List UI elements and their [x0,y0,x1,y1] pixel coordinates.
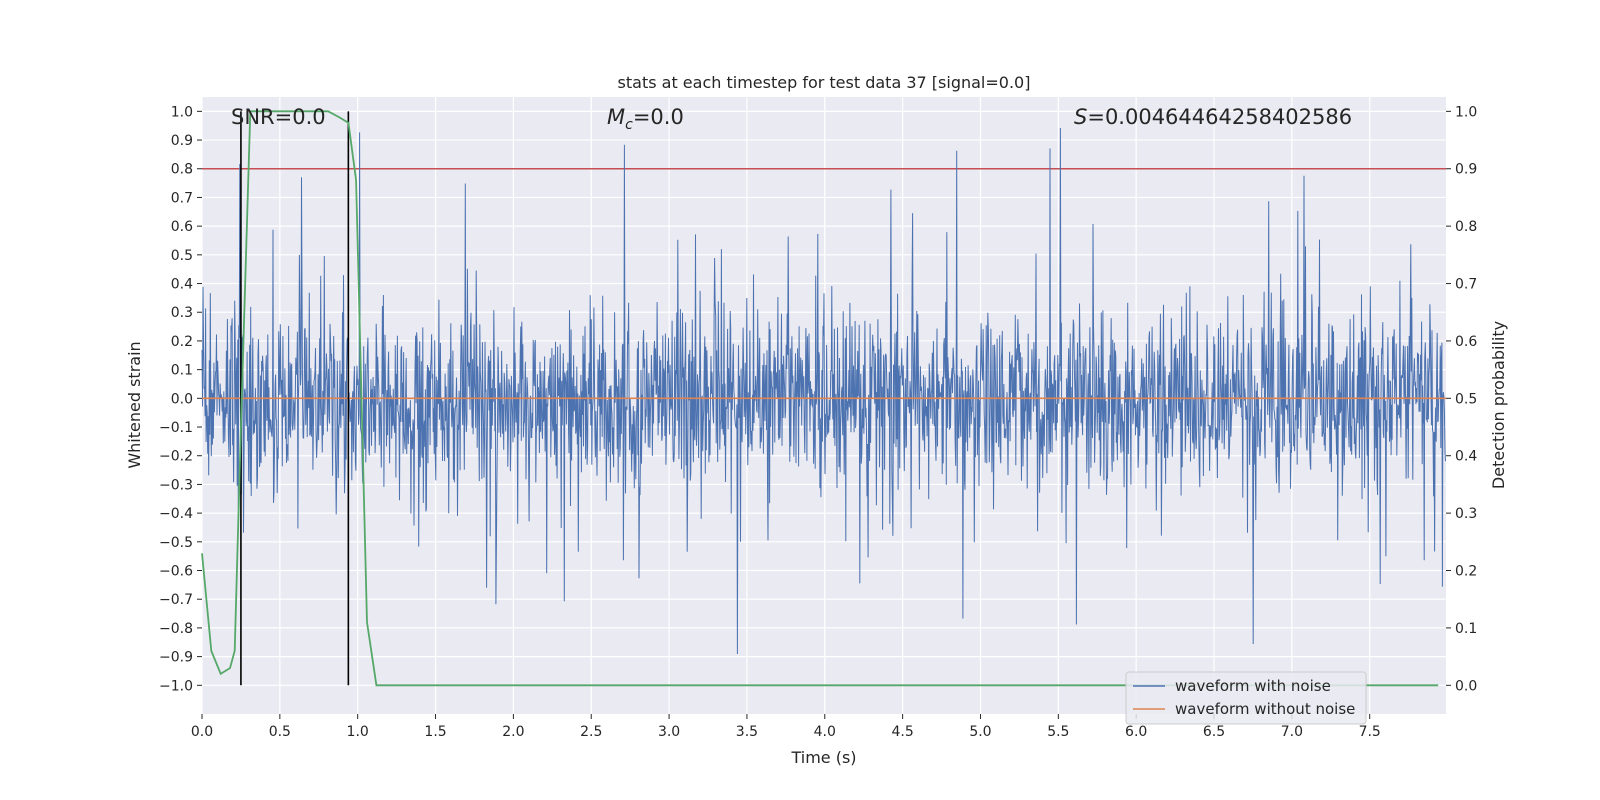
x-axis-label: Time (s) [790,748,856,767]
y-left-tick-label: −0.1 [159,420,193,436]
grid [201,97,1446,714]
x-tick-label: 7.5 [1359,724,1381,740]
y-left-tick-label: −0.5 [159,535,193,551]
y-right-tick-label: 1.0 [1455,104,1477,120]
y-left-tick-label: −0.8 [159,621,193,637]
y-left-tick-label: 0.5 [171,248,193,264]
y-left-tick-label: −0.2 [159,449,193,465]
y-axis-right-label: Detection probability [1489,321,1508,489]
y-left-tick-label: −0.7 [159,592,193,608]
y-right-tick-label: 0.8 [1455,219,1477,235]
detection-probability-line [201,110,1439,687]
chirp-mass-annotation: Mc=0.0 [607,105,684,133]
y-left-tick-label: 0.4 [171,277,193,293]
x-tick-label: 5.0 [969,724,991,740]
x-tick-label: 6.5 [1203,724,1225,740]
chart-title: stats at each timestep for test data 37 … [618,73,1031,92]
x-tick-label: 2.0 [502,724,524,740]
y-right-tick-label: 0.5 [1455,391,1477,407]
y-left-tick-label: −0.9 [159,650,193,666]
y-axis-right-ticks: 1.0 0.9 0.8 0.7 0.6 0.5 0.4 0.3 0.2 0.1 0.0 [1446,104,1477,694]
y-axis-left-label: Whitened strain [125,341,144,468]
y-right-tick-label: 0.2 [1455,564,1477,580]
y-right-tick-label: 0.1 [1455,621,1477,637]
legend: waveform with noise waveform without noi… [1125,671,1367,725]
y-left-tick-label: 0.6 [171,219,193,235]
y-left-tick-label: 0.1 [171,363,193,379]
score-value: =0.00464464258402586 [1087,105,1352,129]
x-tick-label: 0.0 [191,724,213,740]
y-right-tick-label: 0.0 [1455,678,1477,694]
y-left-tick-label: 0.0 [171,391,193,407]
chirp-mass-value: =0.0 [633,105,684,129]
score-annotation: S=0.00464464258402586 [1074,105,1352,129]
y-right-tick-label: 0.4 [1455,449,1477,465]
y-left-tick-label: −0.4 [159,506,193,522]
y-right-tick-label: 0.6 [1455,334,1477,350]
y-left-tick-label: 0.9 [171,133,193,149]
y-left-tick-label: 0.8 [171,162,193,178]
y-left-tick-label: −0.6 [159,564,193,580]
chirp-mass-subscript: c [625,117,633,133]
x-tick-label: 1.0 [347,724,369,740]
y-left-tick-label: −1.0 [159,678,193,694]
x-tick-label: 6.0 [1125,724,1147,740]
chirp-mass-symbol: M [607,105,625,129]
score-symbol: S [1074,105,1087,129]
y-left-tick-label: 1.0 [171,104,193,120]
legend-label-noise: waveform with noise [1175,677,1331,695]
y-left-tick-label: 0.7 [171,190,193,206]
x-tick-label: 3.5 [736,724,758,740]
y-right-tick-label: 0.3 [1455,506,1477,522]
x-tick-label: 7.0 [1281,724,1303,740]
x-tick-label: 1.5 [424,724,446,740]
x-axis-ticks: 0.0 0.5 1.0 1.5 2.0 2.5 3.0 3.5 4.0 4.5 5.0 5.5 6.0 6… [191,714,1381,740]
x-tick-label: 0.5 [269,724,291,740]
y-right-tick-label: 0.9 [1455,162,1477,178]
y-axis-left-ticks: 1.0 0.9 0.8 0.7 0.6 0.5 0.4 0.3 0.2 0.1 0.0 −0.1 −0.… [159,104,202,694]
y-left-tick-label: −0.3 [159,477,193,493]
x-tick-label: 5.5 [1047,724,1069,740]
x-tick-label: 4.0 [814,724,836,740]
y-right-tick-label: 0.7 [1455,277,1477,293]
y-left-tick-label: 0.3 [171,305,193,321]
x-tick-label: 3.0 [658,724,680,740]
legend-box [1125,671,1367,725]
legend-label-clean: waveform without noise [1175,700,1355,718]
x-tick-label: 2.5 [580,724,602,740]
waveform-with-noise-line [201,127,1446,655]
snr-annotation: SNR=0.0 [231,105,326,129]
y-left-tick-label: 0.2 [171,334,193,350]
x-tick-label: 4.5 [891,724,913,740]
